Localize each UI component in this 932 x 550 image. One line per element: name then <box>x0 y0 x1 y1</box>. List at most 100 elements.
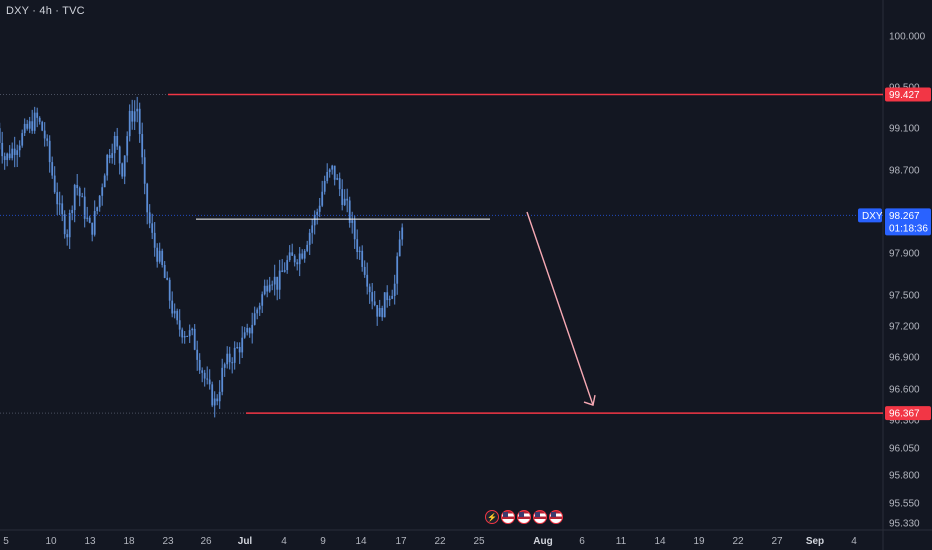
price-axis[interactable]: 100.00099.50099.10098.70098.30097.90097.… <box>885 32 931 530</box>
candle-body <box>243 332 246 338</box>
candle-body <box>61 203 64 215</box>
candle <box>191 327 194 336</box>
time-tick-label: 22 <box>434 536 446 547</box>
candle <box>56 182 59 215</box>
lightning-icon[interactable]: ⚡ <box>485 510 499 524</box>
candle-body <box>291 252 294 256</box>
candle <box>48 135 51 173</box>
candle <box>23 118 26 137</box>
us-flag-icon[interactable] <box>517 510 531 524</box>
candle-body <box>101 187 104 196</box>
candle <box>206 366 209 385</box>
us-flag-icon[interactable] <box>549 510 563 524</box>
candle-body <box>383 292 386 318</box>
us-flag-icon[interactable] <box>501 510 515 524</box>
economic-events-bar[interactable]: ⚡ <box>485 510 563 524</box>
price-tick-label: 99.100 <box>889 124 920 135</box>
candle <box>398 230 401 257</box>
countdown-text: 01:18:36 <box>889 223 928 234</box>
candle <box>356 229 359 260</box>
candle <box>401 223 404 246</box>
us-flag-icon[interactable] <box>533 510 547 524</box>
candle-body <box>26 123 29 129</box>
candle <box>228 346 231 370</box>
candle-body <box>51 162 54 176</box>
candle <box>78 186 81 207</box>
time-tick-label: 17 <box>395 536 407 547</box>
candle <box>178 309 181 337</box>
candle <box>306 240 309 253</box>
time-tick-label: 26 <box>200 536 212 547</box>
candle <box>158 242 161 264</box>
candle-body <box>326 171 329 181</box>
candle <box>28 116 31 134</box>
candle <box>231 357 234 374</box>
candle <box>176 308 179 325</box>
candlestick-series <box>0 96 404 418</box>
candle-body <box>256 309 259 314</box>
candle-body <box>268 284 271 292</box>
candle <box>18 140 21 158</box>
candle-body <box>153 232 156 248</box>
candle-body <box>171 300 174 314</box>
candle-body <box>276 276 279 290</box>
candle <box>233 341 236 370</box>
candle-body <box>251 324 254 334</box>
candle <box>0 122 1 150</box>
candle <box>291 243 294 256</box>
candle <box>358 246 361 260</box>
candle-body <box>181 329 184 338</box>
candle <box>13 136 16 168</box>
candle-body <box>166 277 169 280</box>
candle <box>386 285 389 308</box>
candle <box>336 174 339 181</box>
candle <box>316 208 319 225</box>
candle <box>211 381 214 408</box>
candle <box>71 205 74 221</box>
candle <box>53 166 56 194</box>
symbol-title[interactable]: DXY · 4h · TVC <box>6 5 85 17</box>
time-axis[interactable]: 5 10 13 18 23 26 Jul 4 9 14 17 22 25 Aug 6 11 14 19 22 27 Se… <box>3 536 857 547</box>
candle <box>131 99 134 130</box>
candle-body <box>228 353 231 363</box>
candle-body <box>278 270 281 290</box>
candle <box>98 194 101 212</box>
candle <box>123 155 126 185</box>
candle-body <box>218 391 221 402</box>
candle <box>153 222 156 257</box>
candle <box>326 163 329 184</box>
candle-body <box>376 305 379 317</box>
price-tick-label: 95.330 <box>889 519 920 530</box>
candle <box>296 259 299 271</box>
candle <box>113 131 116 165</box>
candle-body <box>353 220 356 240</box>
candle <box>161 248 164 268</box>
candle <box>26 119 29 131</box>
candle-body <box>313 214 316 226</box>
candle <box>128 104 131 142</box>
candle-body <box>328 169 331 172</box>
candle <box>313 210 316 235</box>
candle <box>108 148 111 164</box>
candle-body <box>378 308 381 317</box>
candle-body <box>401 227 404 240</box>
candle-body <box>206 378 209 380</box>
time-tick-label: 22 <box>732 536 744 547</box>
candle <box>103 173 106 188</box>
price-tick-label: 96.900 <box>889 353 920 364</box>
candle-body <box>83 196 86 219</box>
time-tick-label: Jul <box>238 536 253 547</box>
candle <box>396 252 399 295</box>
candle <box>341 179 344 211</box>
candle-body <box>123 155 126 177</box>
candle <box>268 276 271 293</box>
candle-body <box>386 292 389 301</box>
candle-body <box>263 285 266 295</box>
candle <box>376 304 379 326</box>
candle <box>41 120 44 132</box>
price-tick-label: 96.050 <box>889 444 920 455</box>
candle <box>298 247 301 277</box>
candle-body <box>316 211 319 215</box>
candle-body <box>0 128 1 143</box>
